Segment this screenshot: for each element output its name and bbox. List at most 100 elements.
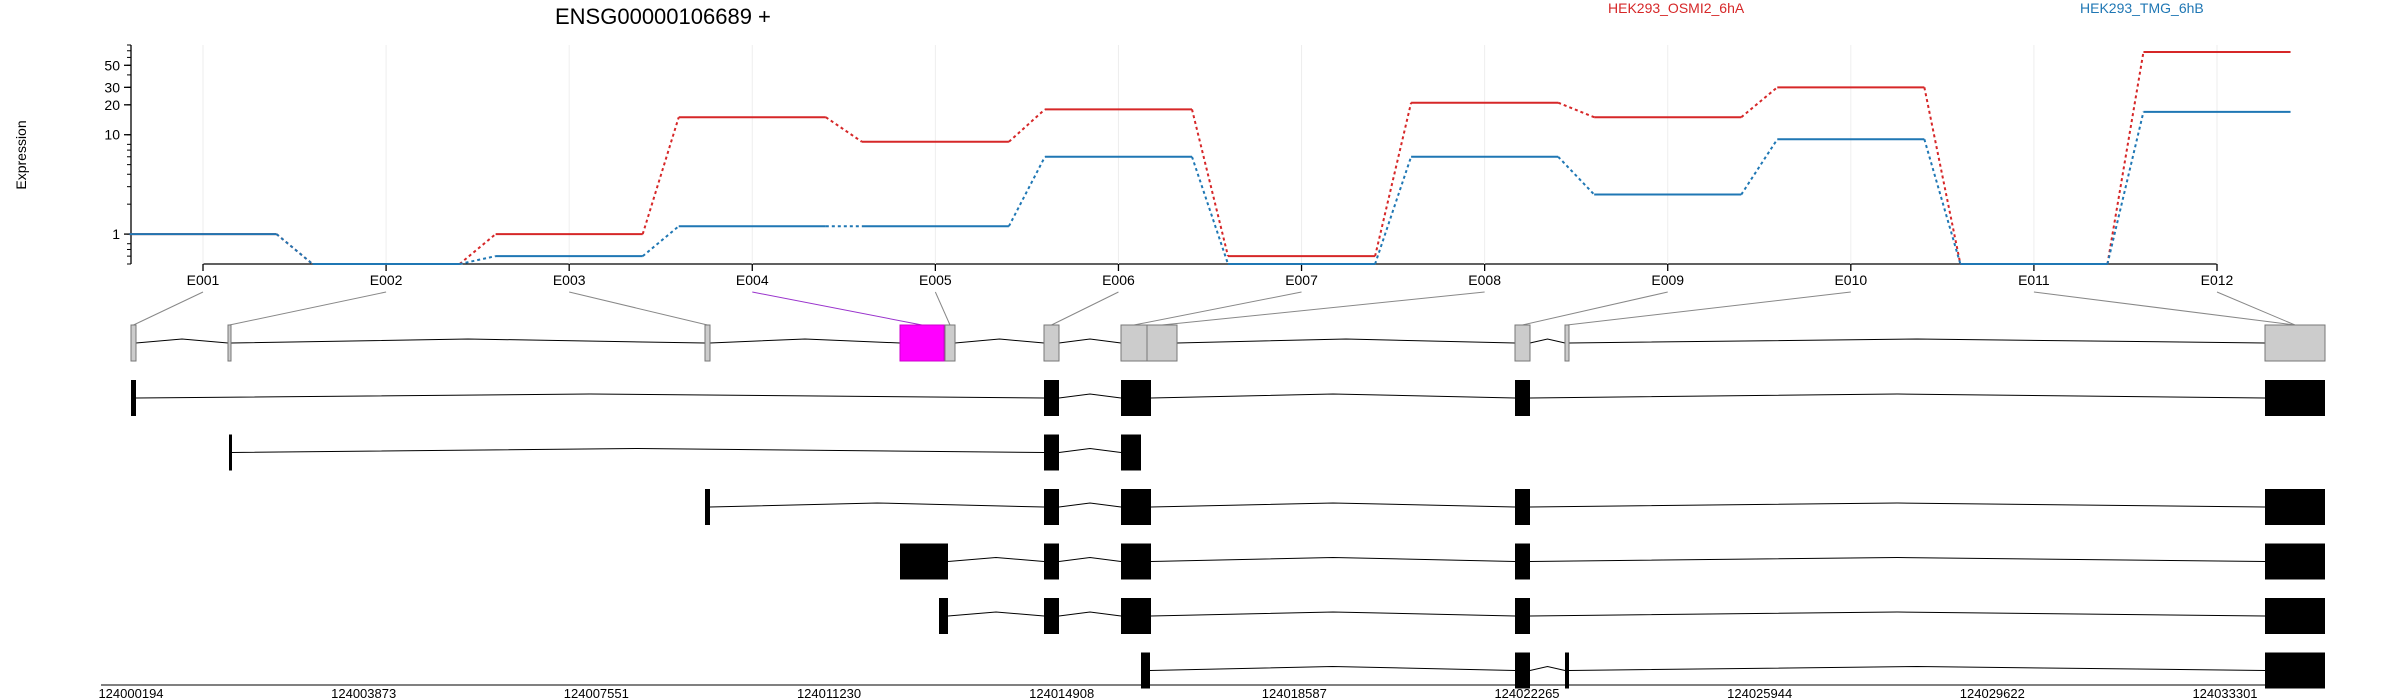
expression-transition <box>2106 111 2145 265</box>
exon-bin <box>227 324 232 362</box>
expression-transition <box>1374 156 1413 265</box>
x-tick-label: E010 <box>1834 272 1867 288</box>
transcript-exon <box>229 434 232 471</box>
exon-bin <box>1120 324 1148 362</box>
y-tick-label: 1 <box>112 226 120 242</box>
expression-transition <box>1008 156 1046 227</box>
intron-line <box>1058 447 1122 453</box>
intron-line <box>1150 611 1516 617</box>
intron-line <box>954 338 1045 344</box>
intron-line <box>1568 338 2266 344</box>
transcript-exon <box>1565 652 1569 689</box>
intron-line <box>1149 665 1516 671</box>
x-tick-label: E011 <box>2018 272 2050 288</box>
expression-transition <box>1557 101 1595 119</box>
transcript-2 <box>229 434 1141 471</box>
x-tick-label: E012 <box>2201 272 2234 288</box>
exon-connector <box>2216 291 2296 326</box>
transcript-exon <box>2265 543 2325 580</box>
transcript-exon <box>1044 434 1059 471</box>
transcript-exon <box>1044 380 1059 416</box>
x-tick-label: E007 <box>1285 272 1318 288</box>
x-tick-label: E002 <box>370 272 403 288</box>
transcript-6 <box>1141 652 2325 689</box>
intron-line <box>1058 556 1122 562</box>
intron-line <box>947 556 1045 562</box>
exon-connector <box>1133 291 1302 326</box>
intron-line <box>1529 338 1566 344</box>
intron-line <box>1176 338 1516 344</box>
expression-transition <box>825 116 863 143</box>
genomic-tick-label: 124000194 <box>98 686 163 700</box>
expression-transition <box>459 255 496 265</box>
expression-transition <box>1740 138 1779 196</box>
transcript-exon <box>1044 489 1059 525</box>
y-tick-label: 10 <box>104 127 120 143</box>
transcript-exon <box>1044 598 1059 634</box>
exon-connector <box>569 291 708 326</box>
expression-transition <box>1191 109 1229 257</box>
intron-line <box>1529 665 1566 671</box>
intron-line <box>135 393 1045 399</box>
transcript-exon <box>1515 543 1530 580</box>
exon-bin <box>2264 324 2326 362</box>
gene-models <box>130 324 2326 689</box>
exon-connector <box>1522 291 1668 326</box>
expression-transition <box>642 225 680 257</box>
y-axis-ticks: 1 10 20 30 50 <box>104 44 131 265</box>
exon-connector <box>2033 291 2296 326</box>
expression-transition <box>458 233 497 265</box>
expression-transition <box>1008 108 1046 143</box>
transcript-exon <box>1121 380 1151 416</box>
legend-entry-tmg: HEK293_TMG_6hB <box>2080 0 2204 16</box>
transcript-exon <box>2265 598 2325 634</box>
intron-line <box>1058 611 1122 617</box>
expression-transition <box>1374 102 1413 257</box>
expression-transition <box>1191 156 1229 265</box>
exon-bin <box>944 324 956 362</box>
transcript-exon <box>1121 434 1141 471</box>
x-tick-label: E005 <box>919 272 952 288</box>
y-axis-label: Expression <box>13 120 29 189</box>
exon-bin <box>1146 324 1178 362</box>
transcript-3 <box>705 489 2325 525</box>
legend-entry-osmi2: HEK293_OSMI2_6hA <box>1608 0 1745 16</box>
transcript-exon <box>939 598 948 634</box>
y-tick-label: 20 <box>104 97 120 113</box>
exon-bin <box>1564 324 1570 362</box>
exon-bin <box>130 324 137 362</box>
expression-transition <box>2106 51 2145 265</box>
x-tick-label: E004 <box>736 272 769 288</box>
y-tick-label: 30 <box>104 79 120 95</box>
expression-transition <box>1557 156 1595 196</box>
intron-line <box>1568 665 2266 671</box>
y-tick-label: 50 <box>104 57 120 73</box>
exon-bin <box>1514 324 1531 362</box>
transcript-exon <box>2265 380 2325 416</box>
expression-transition <box>275 233 314 265</box>
expression-transition <box>1740 86 1778 119</box>
transcript-exon <box>2265 652 2325 689</box>
transcript-exon <box>1515 380 1530 416</box>
transcript-exon <box>1141 652 1150 689</box>
transcript-5 <box>939 598 2325 634</box>
expression-transition <box>1923 138 1962 265</box>
x-tick-label: E001 <box>187 272 220 288</box>
intron-line <box>1058 502 1122 508</box>
exon-connector <box>1051 291 1119 326</box>
intron-line <box>1150 393 1516 399</box>
transcript-4 <box>900 543 2325 580</box>
intron-line <box>1529 556 2266 562</box>
genomic-tick-label: 124022265 <box>1494 686 1559 700</box>
transcript-1 <box>131 380 2325 416</box>
intron-line <box>230 338 706 344</box>
series-1 <box>129 51 2291 265</box>
chart-title: ENSG00000106689 + <box>555 4 771 29</box>
transcript-exon <box>1121 598 1151 634</box>
intron-line <box>709 338 901 344</box>
intron-line <box>1058 338 1122 344</box>
transcript-exon <box>1515 652 1530 689</box>
transcript-exon <box>1121 489 1151 525</box>
x-axis-ticks: E001 E002 E003 E004 E005 E006 E007 E008 E009 E010… <box>187 264 2234 288</box>
